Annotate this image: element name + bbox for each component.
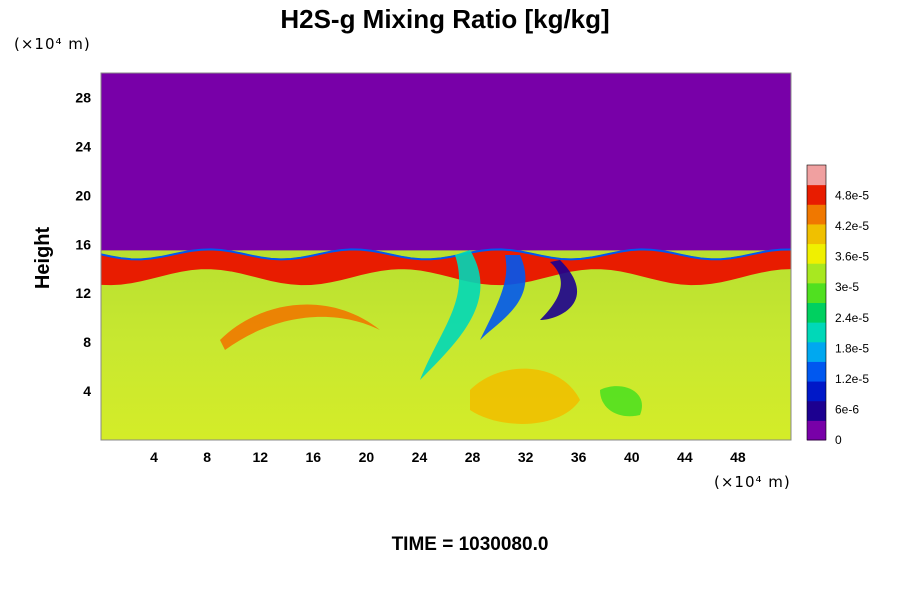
y-tick-label: 20 xyxy=(75,187,91,203)
colorbar-swatch xyxy=(807,204,826,225)
x-tick-label: 8 xyxy=(203,449,211,465)
colorbar-swatch xyxy=(807,361,826,382)
y-axis-ticks: 4 8 12 16 20 24 28 xyxy=(75,89,91,399)
colorbar-swatch xyxy=(807,322,826,343)
colorbar-swatch xyxy=(807,400,826,421)
colorbar-swatch xyxy=(807,420,826,441)
x-tick-label: 44 xyxy=(677,449,693,465)
eddy-green xyxy=(600,386,642,417)
colorbar-ticks: 0 6e-6 1.2e-5 1.8e-5 2.4e-5 3e-5 3.6e-5 4.2e-5 4… xyxy=(835,189,869,447)
colorbar-tick-label: 1.8e-5 xyxy=(835,341,869,355)
colorbar-frame xyxy=(806,164,827,441)
eddy-yellow xyxy=(470,368,580,424)
colorbar-tick-label: 1.2e-5 xyxy=(835,372,869,386)
x-tick-label: 20 xyxy=(359,449,375,465)
colorbar-swatch xyxy=(807,381,826,402)
colorbar-tick-label: 4.2e-5 xyxy=(835,219,869,233)
y-tick-label: 28 xyxy=(75,89,91,105)
heatmap-plot-area xyxy=(101,73,791,440)
time-label: TIME = 1030080.0 xyxy=(392,534,549,555)
x-axis-ticks: 4 8 12 16 20 24 28 32 36 40 44 48 xyxy=(150,449,746,465)
colorbar-swatch xyxy=(807,282,826,303)
colorbar-tick-label: 3e-5 xyxy=(835,280,859,294)
y-tick-label: 8 xyxy=(83,334,91,350)
x-axis-unit: (×10⁴ m) xyxy=(714,473,791,491)
y-axis-label: Height xyxy=(32,227,54,290)
x-tick-label: 16 xyxy=(306,449,322,465)
y-tick-label: 24 xyxy=(75,138,91,154)
colorbar-swatch xyxy=(807,341,826,362)
x-tick-label: 36 xyxy=(571,449,587,465)
colorbar-tick-label: 0 xyxy=(835,433,842,447)
colorbar-tick-label: 6e-6 xyxy=(835,402,859,416)
plume-blue-center xyxy=(480,255,526,340)
colorbar-swatch xyxy=(807,223,826,245)
colorbar-swatch xyxy=(807,184,826,205)
x-tick-label: 32 xyxy=(518,449,534,465)
colorbar-tick-label: 3.6e-5 xyxy=(835,250,869,264)
colorbar-swatch xyxy=(807,263,826,284)
colorbar-tick-label: 2.4e-5 xyxy=(835,311,869,325)
x-tick-label: 48 xyxy=(730,449,746,465)
x-tick-label: 40 xyxy=(624,449,640,465)
plume-cyan-left xyxy=(420,250,481,380)
colorbar-swatch xyxy=(807,165,826,186)
boundary-blue-edge xyxy=(101,248,791,261)
x-tick-label: 28 xyxy=(465,449,481,465)
y-tick-label: 12 xyxy=(75,285,91,301)
plot-frame xyxy=(100,72,792,441)
y-tick-label: 4 xyxy=(83,383,91,399)
arc-orange xyxy=(220,304,380,350)
plume-features xyxy=(220,250,642,424)
upper-zero-layer xyxy=(101,73,791,253)
plume-dark-right xyxy=(540,260,578,320)
chart-title: H2S-g Mixing Ratio [kg/kg] xyxy=(280,4,609,34)
colorbar-swatch xyxy=(807,302,826,323)
x-tick-label: 4 xyxy=(150,449,158,465)
y-tick-label: 16 xyxy=(75,236,91,252)
colorbar xyxy=(806,164,827,441)
colorbar-tick-label: 4.8e-5 xyxy=(835,189,869,203)
x-tick-label: 12 xyxy=(252,449,268,465)
y-axis-unit: (×10⁴ m) xyxy=(14,35,91,53)
x-tick-label: 24 xyxy=(412,449,428,465)
colorbar-swatch xyxy=(807,243,826,264)
